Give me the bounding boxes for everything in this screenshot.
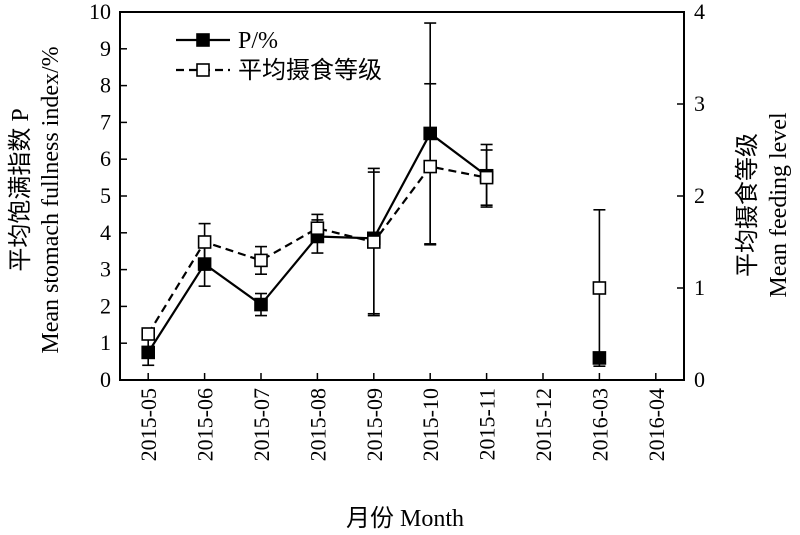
left-y-tick-label: 0 [100, 367, 111, 392]
right-y-tick-label: 4 [694, 0, 705, 24]
right-y-tick-label: 3 [694, 91, 705, 116]
left-y-tick-label: 6 [100, 146, 111, 171]
left-y-axis-label-en: Mean stomach fullness index/% [38, 46, 64, 353]
right-y-axis-label-en: Mean feeding level [766, 112, 792, 298]
x-axis: 2015-05 2015-06 2015-07 2015-08 2015-09 2015-… [136, 373, 669, 461]
x-tick-label: 2015-12 [531, 388, 556, 461]
legend-label: 平均摄食等级 [238, 57, 382, 84]
x-tick-label: 2015-09 [362, 388, 387, 461]
data-point [310, 221, 325, 235]
left-y-axis-label-cn: 平均饱满指数 P [7, 108, 34, 271]
data-point [592, 281, 607, 295]
x-tick-label: 2015-07 [249, 388, 274, 461]
data-point [141, 345, 155, 360]
x-axis-label: 月份 Month [346, 505, 464, 532]
right-y-axis: 0 1 2 3 4 [677, 0, 705, 392]
right-y-tick-label: 2 [694, 183, 705, 208]
left-y-tick-label: 2 [100, 293, 111, 318]
left-y-tick-label: 4 [100, 220, 111, 245]
x-tick-label: 2015-05 [136, 388, 161, 461]
legend-label: P/% [238, 28, 278, 54]
x-tick-label: 2016-03 [587, 388, 612, 461]
left-y-axis: 0 1 2 3 4 5 6 7 8 9 10 [89, 0, 127, 392]
left-y-tick-label: 8 [100, 73, 111, 98]
legend-marker [196, 33, 210, 47]
left-y-tick-label: 10 [89, 0, 111, 24]
data-point [141, 327, 155, 341]
series-layer [141, 22, 607, 368]
left-y-tick-label: 5 [100, 183, 111, 208]
legend-marker [196, 63, 210, 77]
legend: P/% 平均摄食等级 [176, 28, 382, 84]
left-y-tick-label: 1 [100, 330, 111, 355]
x-tick-label: 2015-10 [418, 388, 443, 461]
series-2 [141, 82, 607, 368]
left-y-tick-label: 3 [100, 257, 111, 282]
x-tick-label: 2016-04 [644, 388, 669, 461]
data-point [254, 297, 268, 312]
x-tick-label: 2015-11 [475, 388, 500, 461]
data-point [197, 235, 212, 249]
data-point [423, 159, 438, 174]
x-tick-label: 2015-06 [193, 388, 218, 461]
data-point [479, 170, 494, 185]
right-y-axis-label-cn: 平均摄食等级 [734, 133, 761, 277]
left-y-tick-label: 9 [100, 36, 111, 61]
data-point [366, 235, 381, 249]
right-y-tick-label: 0 [694, 367, 705, 392]
x-tick-label: 2015-08 [305, 388, 330, 461]
left-y-tick-label: 7 [100, 109, 111, 134]
right-y-tick-label: 1 [694, 275, 705, 300]
data-point [254, 253, 268, 268]
